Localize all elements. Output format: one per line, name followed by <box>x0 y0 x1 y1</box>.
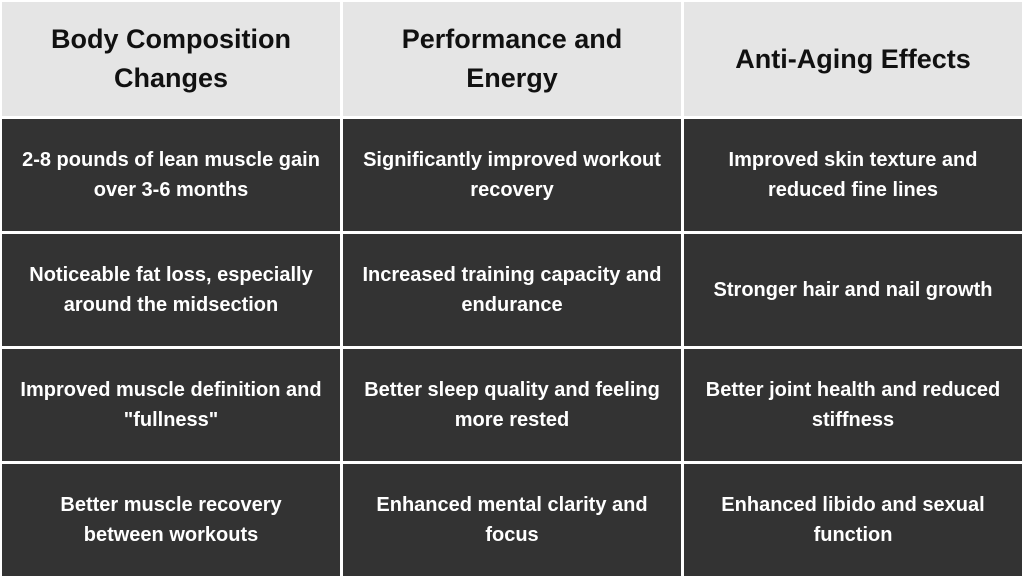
table-cell: Better sleep quality and feeling more re… <box>343 349 681 461</box>
table-cell: Increased training capacity and enduranc… <box>343 234 681 346</box>
table-cell: Better muscle recovery between workouts <box>2 464 340 576</box>
table-cell: Significantly improved workout recovery <box>343 119 681 231</box>
table-cell: Improved skin texture and reduced fine l… <box>684 119 1022 231</box>
table-cell: Better joint health and reduced stiffnes… <box>684 349 1022 461</box>
column-header: Anti-Aging Effects <box>684 2 1022 116</box>
table-cell: Noticeable fat loss, especially around t… <box>2 234 340 346</box>
table-cell: Improved muscle definition and "fullness… <box>2 349 340 461</box>
column-header: Body Composition Changes <box>2 2 340 116</box>
table-cell: Stronger hair and nail growth <box>684 234 1022 346</box>
table-cell: Enhanced libido and sexual function <box>684 464 1022 576</box>
column-header: Performance and Energy <box>343 2 681 116</box>
table-cell: Enhanced mental clarity and focus <box>343 464 681 576</box>
table-cell: 2-8 pounds of lean muscle gain over 3-6 … <box>2 119 340 231</box>
